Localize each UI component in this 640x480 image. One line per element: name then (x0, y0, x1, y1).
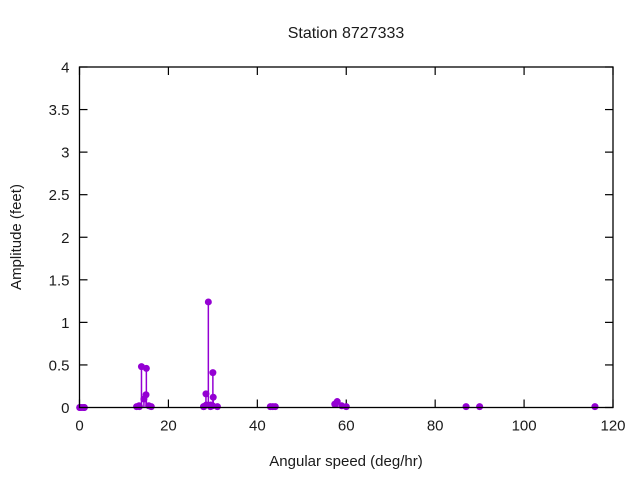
data-series-group (76, 298, 599, 411)
plot-border (78, 66, 614, 409)
x-tick-label: 40 (249, 418, 266, 435)
data-point (204, 298, 212, 306)
y-tick-label: 2 (61, 230, 69, 247)
x-tick-label: 60 (338, 418, 355, 435)
chart-title: Station 8727333 (288, 25, 405, 42)
data-point (142, 364, 150, 372)
y-axis-title: Amplitude (feet) (8, 184, 25, 290)
data-point (462, 403, 470, 411)
data-point (333, 398, 341, 406)
data-point (476, 403, 484, 411)
data-point (213, 403, 221, 411)
data-point (209, 369, 217, 377)
y-tick-label: 0.5 (49, 357, 70, 374)
plot-border-rect (78, 66, 614, 409)
y-tick-label: 4 (61, 60, 69, 77)
data-point (147, 403, 155, 411)
y-tick-label: 1 (61, 315, 69, 332)
data-point (209, 393, 217, 401)
x-tick-label: 120 (600, 418, 625, 435)
x-tick-label: 80 (427, 418, 444, 435)
y-tick-label: 3 (61, 145, 69, 162)
x-tick-label: 100 (512, 418, 537, 435)
data-point (271, 403, 279, 411)
y-tick-label: 0 (61, 400, 69, 417)
x-tick-label: 0 (75, 418, 83, 435)
y-tick-label: 3.5 (49, 102, 70, 119)
data-point (591, 403, 599, 411)
data-point (342, 403, 350, 411)
y-tick-label: 2.5 (49, 187, 70, 204)
axes-group: 0 20 40 60 80 100 120 0 0.5 1 1.5 2 2.5 3 3.5 4 (49, 60, 626, 435)
y-tick-label: 1.5 (49, 272, 70, 289)
x-tick-label: 20 (160, 418, 177, 435)
x-axis-title: Angular speed (deg/hr) (269, 453, 422, 470)
